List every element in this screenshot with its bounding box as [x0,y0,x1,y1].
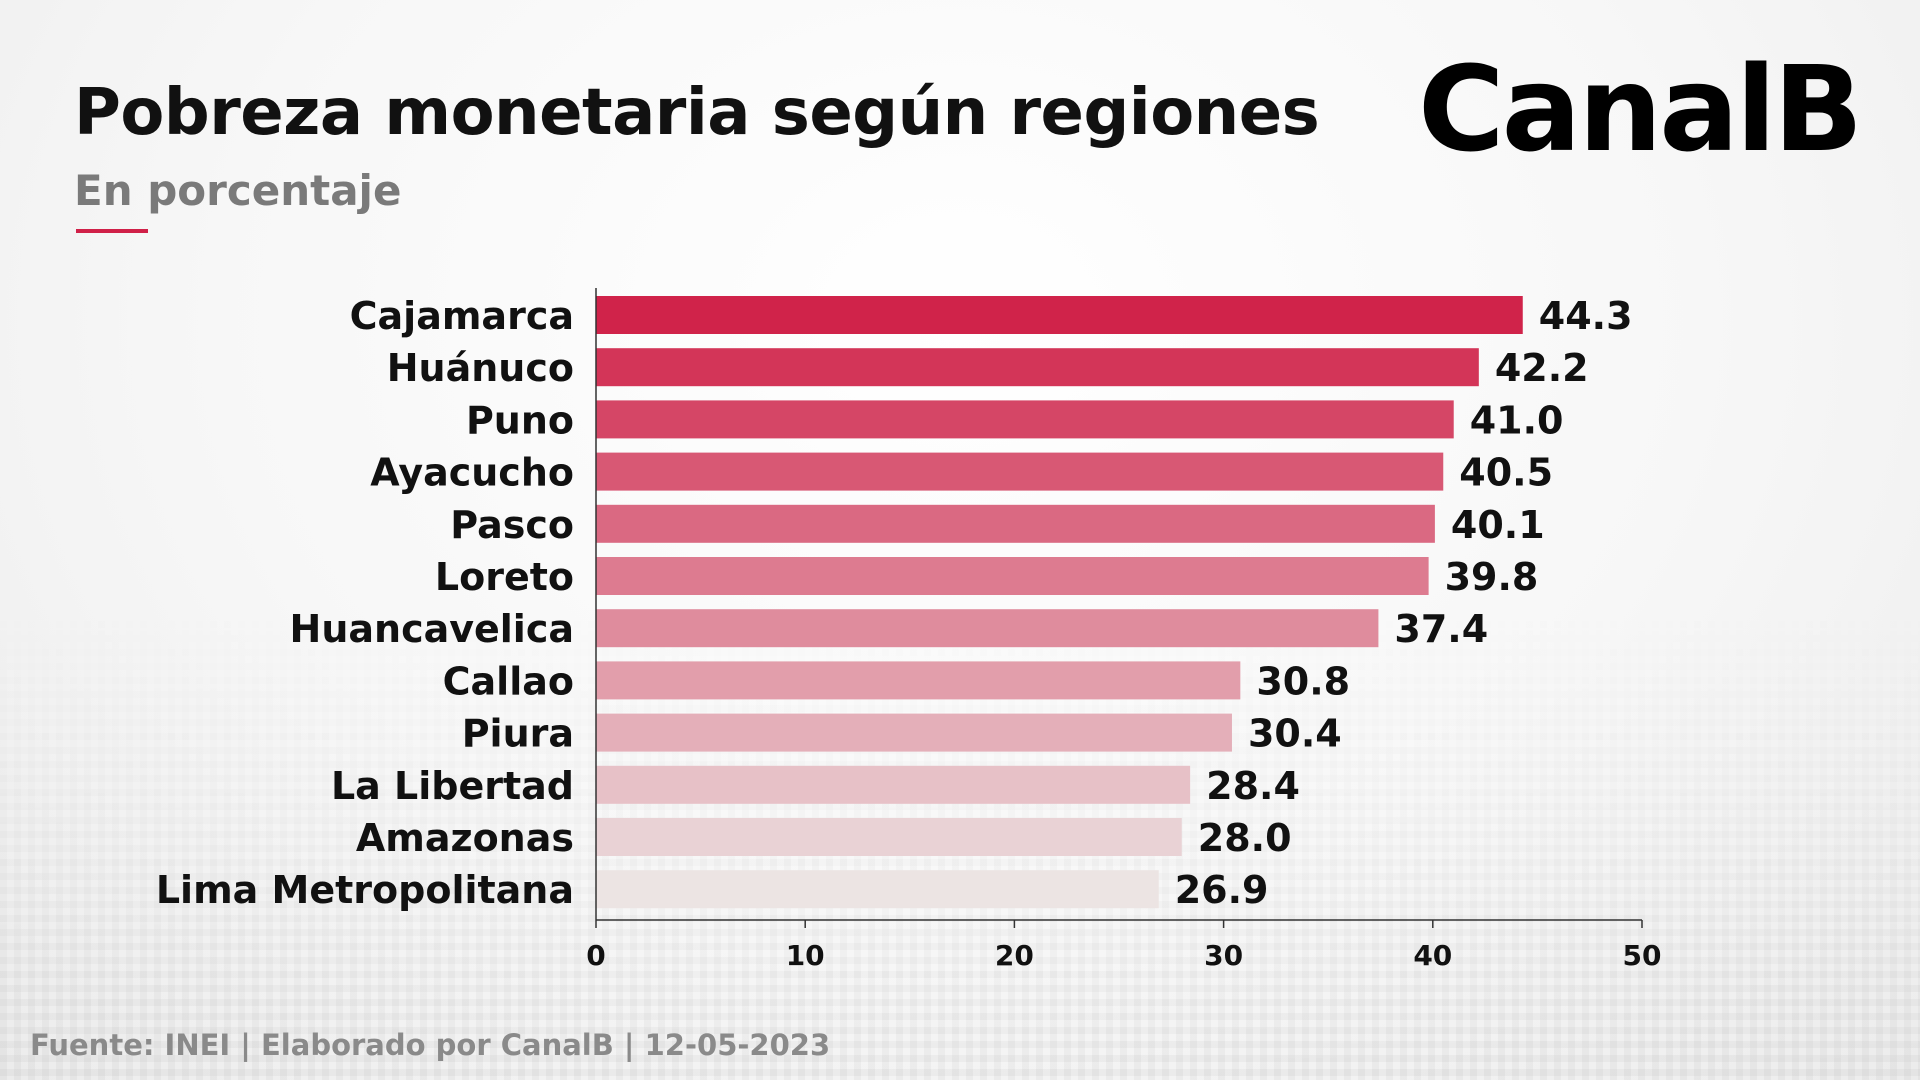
bar-huancavelica [596,609,1379,648]
bar-puno [596,400,1454,439]
canalb-logo: CanalB [1418,40,1863,178]
category-label: La Libertad [331,764,574,808]
chart-subtitle: En porcentaje [74,166,402,215]
bar-piura [596,713,1232,752]
category-label: Lima Metropolitana [156,868,574,912]
bar-huánuco [596,348,1479,387]
bar-loreto [596,557,1429,595]
value-label: 30.4 [1248,712,1342,756]
x-tick-label: 30 [1204,939,1243,972]
chart-title: Pobreza monetaria según regiones [74,76,1320,150]
value-label: 30.8 [1256,659,1350,703]
category-label: Callao [443,659,574,703]
bar-cajamarca [596,296,1523,334]
category-label: Ayacucho [370,451,574,495]
x-tick-label: 50 [1623,939,1662,972]
x-tick-label: 10 [786,939,825,972]
category-label: Piura [462,712,574,756]
category-label: Puno [466,398,574,442]
category-label: Amazonas [356,816,574,860]
x-tick-label: 0 [586,939,605,972]
value-label: 41.0 [1470,398,1564,442]
value-label: 39.8 [1445,555,1539,599]
source-note: Fuente: INEI | Elaborado por CanalB | 12… [30,1028,831,1062]
x-tick-label: 20 [995,939,1034,972]
value-label: 28.4 [1206,764,1300,808]
value-label: 37.4 [1394,607,1488,651]
value-label: 42.2 [1495,346,1589,390]
bar-callao [596,661,1241,700]
category-label: Huancavelica [290,607,574,651]
category-label: Pasco [450,503,574,547]
category-label: Loreto [435,555,574,599]
bar-pasco [596,504,1435,543]
category-label: Cajamarca [350,294,574,338]
accent-underline [76,229,148,233]
value-label: 40.1 [1451,503,1545,547]
value-label: 44.3 [1539,294,1633,338]
bar-la-libertad [596,765,1191,804]
value-label: 26.9 [1175,868,1269,912]
x-tick-label: 40 [1413,939,1452,972]
bar-lima-metropolitana [596,870,1159,909]
bar-amazonas [596,818,1182,856]
bar-ayacucho [596,452,1444,491]
value-label: 28.0 [1198,816,1292,860]
category-label: Huánuco [387,346,574,390]
value-label: 40.5 [1459,451,1553,495]
